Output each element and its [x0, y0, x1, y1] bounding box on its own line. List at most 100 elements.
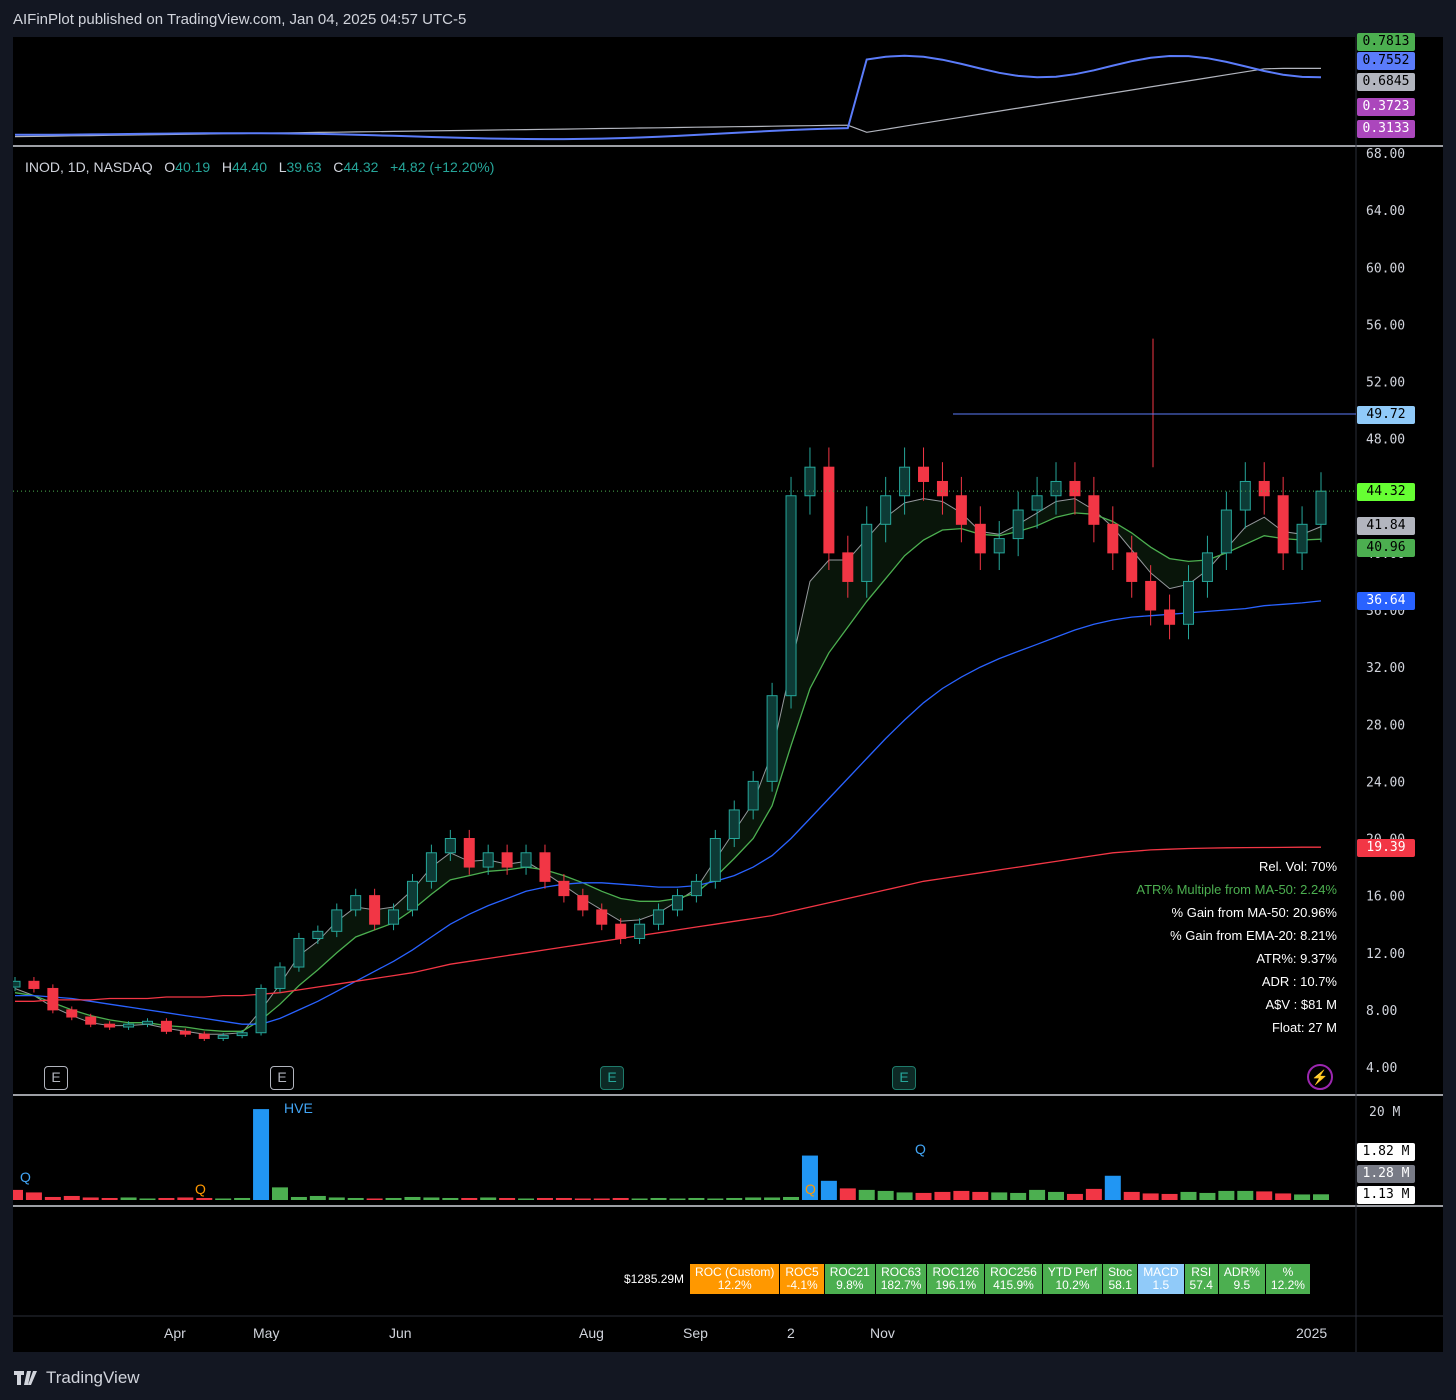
- high-label: H: [221, 159, 232, 175]
- volume-bar: [953, 1190, 970, 1200]
- y-tick-label: 60.00: [1366, 261, 1405, 276]
- tradingview-brand: TradingView: [46, 1368, 140, 1387]
- volume-bar: [518, 1198, 535, 1200]
- candle-body: [482, 852, 494, 868]
- roc-cell-label: MACD: [1143, 1265, 1179, 1279]
- y-tick-label: 32.00: [1366, 661, 1405, 676]
- price-badge: 36.64: [1357, 592, 1415, 610]
- volume-bar: [972, 1191, 989, 1200]
- tradingview-logo[interactable]: TradingView: [14, 1368, 140, 1388]
- ema-fast-line: [14, 498, 1322, 1035]
- candle-body: [1126, 552, 1138, 582]
- volume-bar: [1048, 1191, 1065, 1200]
- roc-cell: ADR% 9.5: [1218, 1264, 1266, 1294]
- volume-bar: [574, 1198, 591, 1200]
- indicator-badge: 0.7552: [1357, 52, 1415, 70]
- candle-body: [312, 930, 324, 939]
- candle-body: [653, 909, 665, 925]
- low-label: L: [278, 159, 287, 175]
- rs-average-line: [14, 67, 1321, 138]
- volume-bar: [1123, 1191, 1140, 1200]
- candle-body: [747, 780, 759, 811]
- lightning-icon[interactable]: ⚡: [1307, 1064, 1333, 1090]
- roc-cell-value: 182.7%: [880, 1278, 922, 1292]
- roc-cell-label: ROC256: [990, 1265, 1037, 1279]
- volume-bar: [1275, 1193, 1292, 1200]
- candle-body: [1201, 552, 1213, 582]
- candle-body: [255, 987, 267, 1034]
- roc-cell-value: 9.5: [1233, 1278, 1251, 1292]
- price-badge: 41.84: [1357, 517, 1415, 535]
- volume-bar: [290, 1196, 307, 1200]
- roc-cell-value: 415.9%: [993, 1278, 1034, 1292]
- candle-body: [47, 987, 59, 1011]
- volume-bar: [801, 1155, 818, 1200]
- candle-body: [1277, 495, 1289, 554]
- price-chart[interactable]: 68.0064.0060.0056.0052.0048.0044.0040.00…: [13, 37, 1443, 1352]
- candle-body: [425, 852, 437, 882]
- volume-bar: [101, 1197, 118, 1200]
- volume-bar: [820, 1180, 837, 1200]
- volume-bar: [309, 1195, 326, 1200]
- volume-bar: [764, 1197, 781, 1200]
- volume-bar: [934, 1191, 951, 1200]
- candle-body: [1088, 495, 1100, 525]
- earnings-marker[interactable]: E: [44, 1066, 68, 1090]
- volume-badge: 1.82 M: [1357, 1143, 1415, 1161]
- chart-frame[interactable]: 68.0064.0060.0056.0052.0048.0044.0040.00…: [13, 33, 1443, 1352]
- volume-bar: [858, 1189, 875, 1200]
- volume-bar: [253, 1109, 270, 1200]
- candle-body: [974, 523, 986, 554]
- volume-bar: [423, 1197, 440, 1200]
- close-label: C: [333, 159, 344, 175]
- volume-bar: [991, 1192, 1008, 1200]
- y-tick-label: 68.00: [1366, 147, 1405, 162]
- y-tick-label: 48.00: [1366, 433, 1405, 448]
- roc-cell: ROC256 415.9%: [985, 1264, 1043, 1294]
- x-axis-label: 2: [787, 1325, 795, 1341]
- candle-body: [804, 466, 816, 497]
- ema-cloud: [15, 498, 1321, 1035]
- earnings-marker[interactable]: E: [600, 1066, 624, 1090]
- candle-body: [444, 838, 456, 854]
- candle-body: [558, 880, 570, 897]
- volume-bar: [385, 1197, 402, 1200]
- earnings-marker[interactable]: E: [270, 1066, 294, 1090]
- earnings-marker[interactable]: E: [892, 1066, 916, 1090]
- price-badge: 40.96: [1357, 539, 1415, 557]
- volume-bar: [234, 1197, 251, 1200]
- roc-cell-value: 196.1%: [935, 1278, 977, 1292]
- roc-cell-label: Stoc: [1108, 1265, 1133, 1279]
- volume-bar: [783, 1196, 800, 1200]
- x-axis-label: Aug: [579, 1325, 604, 1341]
- candle-body: [28, 980, 40, 989]
- volume-bar: [877, 1190, 894, 1200]
- indicator-badge: 0.3133: [1357, 120, 1415, 138]
- atr-multiple-stat: ATR% Multiple from MA-50: 2.24%: [1136, 882, 1337, 897]
- roc-cell: % 12.2%: [1265, 1264, 1311, 1294]
- footer-bar: TradingView: [0, 1355, 1456, 1400]
- candle-body: [709, 838, 721, 882]
- open-value: 40.19: [175, 159, 211, 175]
- volume-bar: [1142, 1193, 1159, 1200]
- roc-cell: ROC (Custom) 12.2%: [690, 1264, 781, 1294]
- price-badge: 19.39: [1357, 839, 1415, 857]
- y-tick-label: 4.00: [1366, 1061, 1397, 1076]
- candle-body: [85, 1016, 97, 1025]
- x-axis-label: May: [253, 1325, 280, 1341]
- low-value: 39.63: [286, 159, 322, 175]
- asv-stat: A$V : $81 M: [1265, 997, 1337, 1012]
- candle-body: [217, 1035, 229, 1039]
- volume-bar: [366, 1198, 383, 1200]
- q-label: Q: [195, 1181, 206, 1197]
- volume-badge: 1.28 M: [1357, 1165, 1415, 1183]
- volume-axis-top: 20 M: [1369, 1105, 1401, 1120]
- candle-body: [1145, 580, 1157, 611]
- volume-bar: [688, 1197, 705, 1200]
- candle-body: [785, 495, 797, 697]
- roc-cell-label: ROC63: [881, 1265, 922, 1279]
- rs-line: [15, 54, 1322, 141]
- volume-bar: [555, 1197, 572, 1200]
- roc-cell-label: ROC (Custom): [695, 1265, 775, 1279]
- roc-cell-label: ROC126: [932, 1265, 980, 1279]
